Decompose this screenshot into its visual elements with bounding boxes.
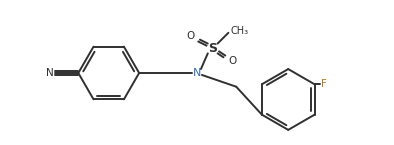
Text: O: O bbox=[229, 56, 237, 66]
Text: O: O bbox=[187, 31, 195, 41]
Text: N: N bbox=[193, 68, 201, 78]
Text: F: F bbox=[322, 79, 327, 89]
Text: N: N bbox=[46, 68, 54, 78]
Text: CH₃: CH₃ bbox=[230, 26, 249, 36]
Text: S: S bbox=[208, 42, 217, 55]
